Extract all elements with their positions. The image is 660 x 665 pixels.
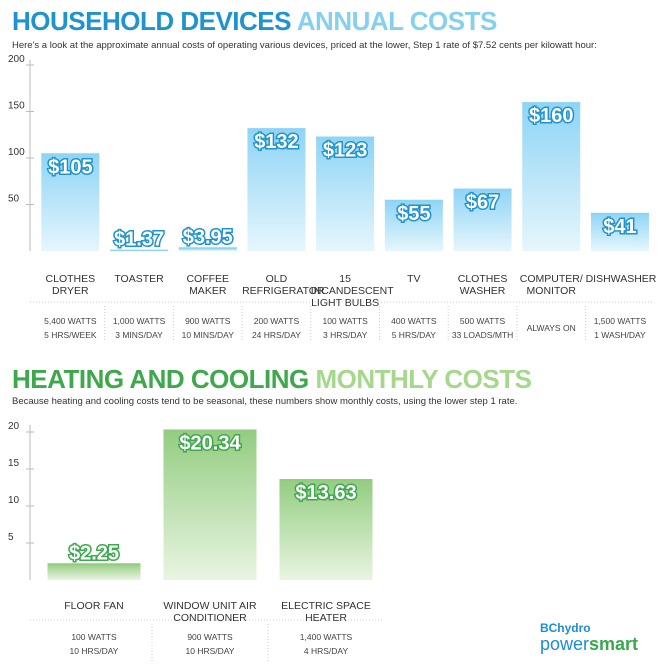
value-label: $160 <box>529 105 574 127</box>
device-detail: 900 WATTS <box>187 632 233 642</box>
bar-cap <box>522 102 581 105</box>
x-tick-label: 15 INCANDESCENT LIGHT BULBS <box>310 273 394 309</box>
device-detail: 900 WATTS <box>185 316 231 326</box>
value-label: $123 <box>323 140 368 162</box>
chart-title-block: HOUSEHOLD DEVICES ANNUAL COSTS <box>12 6 497 37</box>
bar <box>247 128 306 251</box>
y-tick-label: 150 <box>8 101 25 112</box>
bar <box>590 212 649 251</box>
bar-cap <box>279 479 373 482</box>
value-label: $55 <box>397 203 430 225</box>
bar <box>279 479 373 580</box>
value-label: $1.37 <box>114 229 164 251</box>
logo-product-word: power <box>539 634 589 654</box>
device-detail: 3 MINS/DAY <box>115 330 163 340</box>
y-tick-label: 200 <box>8 54 25 65</box>
y-tick-label: 100 <box>8 147 25 158</box>
value-label: $2.25 <box>69 542 119 564</box>
device-detail: 500 WATTS <box>459 316 506 326</box>
device-detail: 4 HRS/DAY <box>303 646 349 656</box>
bar <box>47 563 141 580</box>
device-detail: 24 HRS/DAY <box>251 330 301 340</box>
bar-cap <box>453 188 512 191</box>
chart-subtitle: Here's a look at the approximate annual … <box>12 40 597 51</box>
device-detail: 100 WATTS <box>322 316 368 326</box>
device-detail: 10 MINS/DAY <box>181 330 234 340</box>
logo-product: powersmart <box>540 635 638 653</box>
bar <box>453 188 512 251</box>
device-detail: 1,400 WATTS <box>299 632 353 642</box>
bar-cap <box>41 153 100 156</box>
device-detail: 100 WATTS <box>71 632 117 642</box>
device-detail: ALWAYS ON <box>526 323 576 333</box>
bar-cap <box>163 429 257 432</box>
device-detail: 1 WASH/DAY <box>594 330 646 340</box>
device-detail: 5 HRS/DAY <box>391 330 436 340</box>
logo-product-accent: smart <box>588 634 638 654</box>
value-label: $13.63 <box>295 482 356 504</box>
chart-title: HEATING AND COOLING <box>12 364 309 394</box>
device-detail: 3 HRS/DAY <box>323 330 368 340</box>
device-detail: 10 HRS/DAY <box>69 646 119 656</box>
chart-subtitle: Because heating and cooling costs tend t… <box>12 396 518 407</box>
y-tick-label: 50 <box>8 194 20 205</box>
y-tick-label: 20 <box>8 421 20 432</box>
bar-cap <box>110 249 169 251</box>
device-detail: 200 WATTS <box>253 316 300 326</box>
value-label: $41 <box>603 216 636 238</box>
device-detail: 1,500 WATTS <box>593 316 647 326</box>
y-tick-label: 15 <box>8 458 20 469</box>
value-label: $3.95 <box>183 226 233 248</box>
bar-cap <box>247 128 306 131</box>
x-tick-label: DISHWASHER <box>585 273 657 285</box>
device-detail: 5 HRS/WEEK <box>44 330 97 340</box>
logo: BChydro powersmart <box>540 621 638 653</box>
x-tick-label: COMPUTER/ MONITOR <box>519 273 583 297</box>
value-label: $132 <box>254 131 299 153</box>
bar <box>522 102 581 251</box>
x-tick-label: OLD REFRIGERATOR <box>242 273 325 297</box>
value-label: $105 <box>48 156 93 178</box>
chart-title: HOUSEHOLD DEVICES <box>12 6 292 36</box>
device-detail: 5,400 WATTS <box>44 316 97 326</box>
bar-cap <box>590 212 649 215</box>
bar <box>316 136 375 251</box>
value-label: $20.34 <box>179 432 241 454</box>
chart-title-accent: MONTHLY COSTS <box>315 364 532 394</box>
x-tick-label: CLOTHES WASHER <box>457 273 508 297</box>
bar-cap <box>178 247 237 250</box>
bar-cap <box>47 563 141 566</box>
x-tick-label: TOASTER <box>114 273 164 285</box>
device-detail: 1,000 WATTS <box>112 316 166 326</box>
x-tick-label: FLOOR FAN <box>64 600 124 612</box>
bar <box>41 153 100 251</box>
bar-cap <box>384 199 443 202</box>
logo-brand: BChydro <box>539 621 591 635</box>
x-tick-label: COFFEE MAKER <box>186 273 230 297</box>
y-tick-label: 10 <box>8 495 20 506</box>
chart-title-block: HEATING AND COOLING MONTHLY COSTS <box>12 364 532 395</box>
chart-title-accent: ANNUAL COSTS <box>296 6 498 36</box>
value-label: $67 <box>466 192 499 214</box>
bar <box>163 429 257 580</box>
x-tick-label: WINDOW UNIT AIR CONDITIONER <box>163 600 257 624</box>
device-detail: 400 WATTS <box>391 316 437 326</box>
bar-cap <box>316 136 375 139</box>
bar <box>384 199 443 251</box>
device-detail: 33 LOADS/MTH <box>451 330 514 340</box>
y-tick-label: 5 <box>8 532 14 543</box>
x-tick-label: ELECTRIC SPACE HEATER <box>281 600 371 624</box>
x-tick-label: TV <box>407 273 421 285</box>
device-detail: 10 HRS/DAY <box>185 646 235 656</box>
x-tick-label: CLOTHES DRYER <box>45 273 96 297</box>
